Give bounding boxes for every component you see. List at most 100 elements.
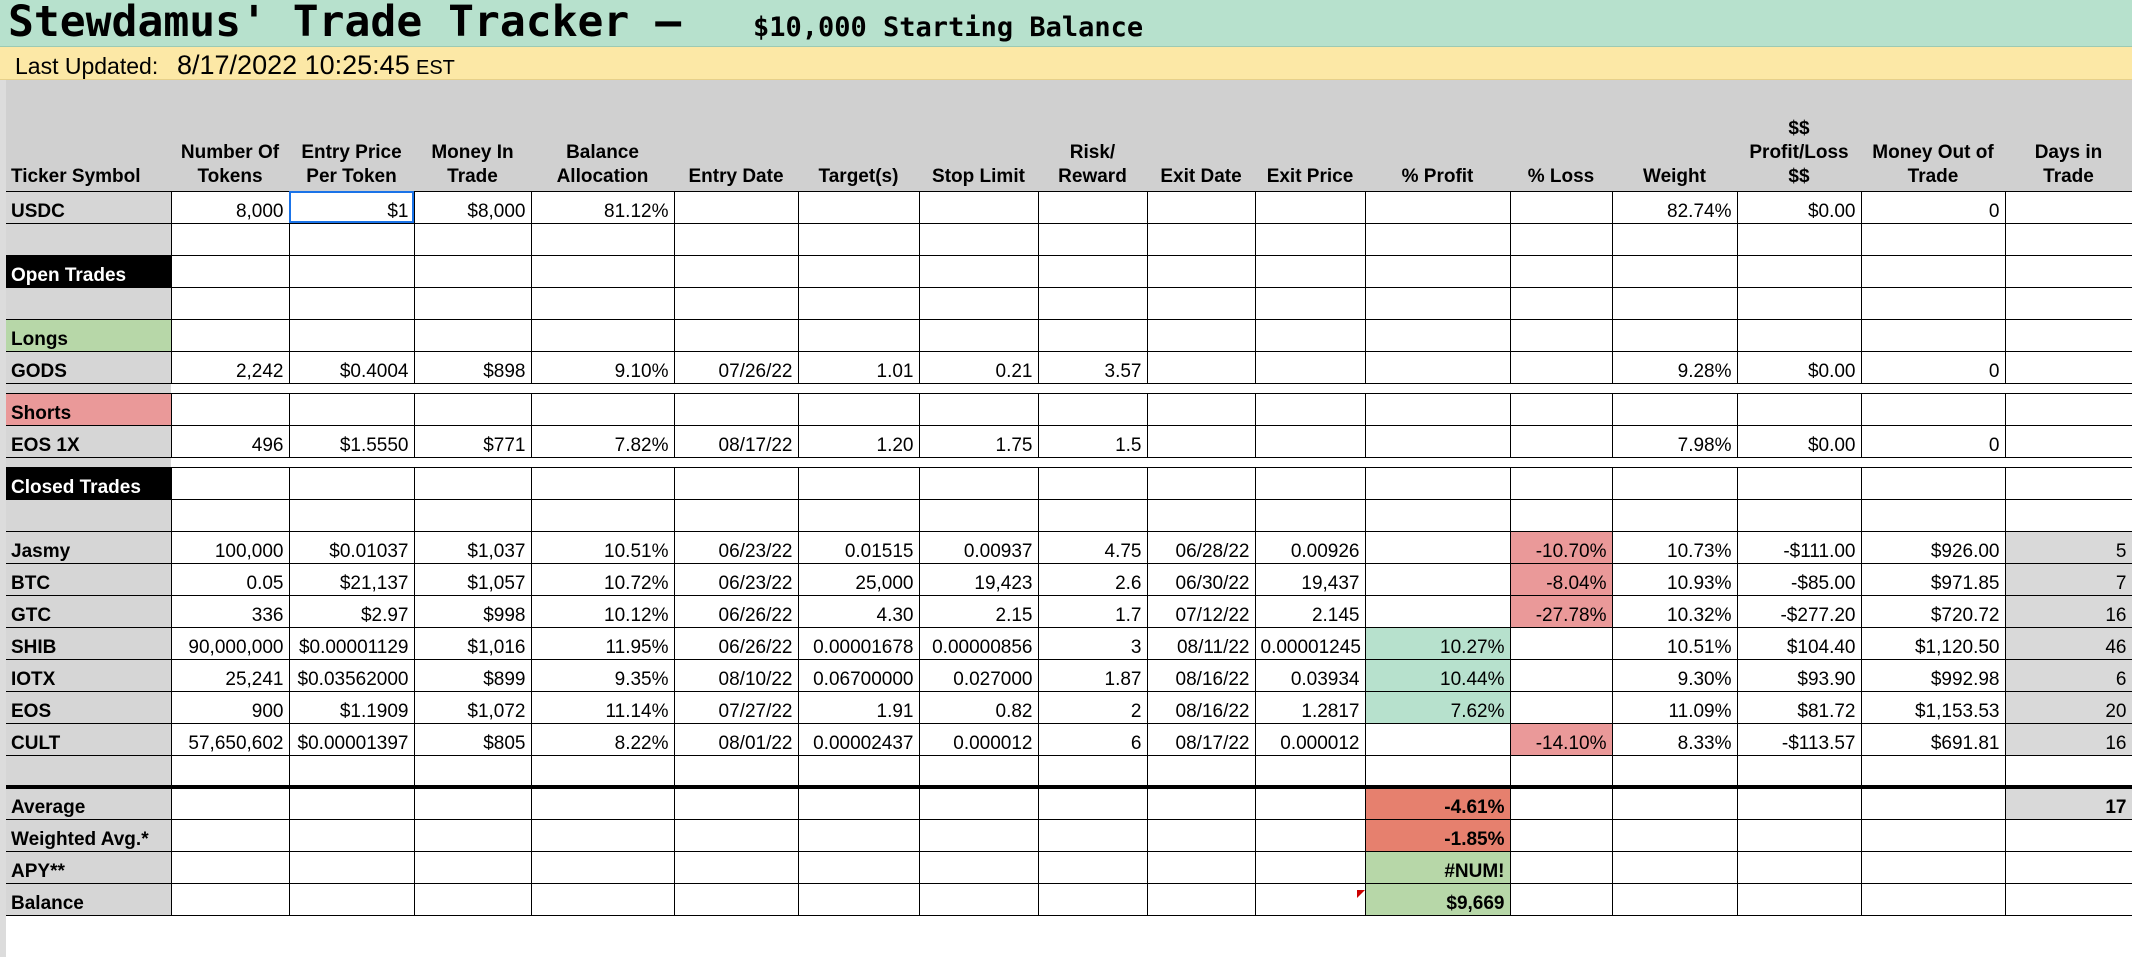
cell-selected[interactable]: $1 bbox=[288, 190, 415, 224]
balance-value[interactable]: $9,669 bbox=[1364, 882, 1511, 916]
cell[interactable] bbox=[1254, 754, 1366, 788]
cell[interactable]: 25,000 bbox=[797, 562, 920, 596]
cell[interactable] bbox=[2004, 850, 2132, 884]
cell[interactable] bbox=[2004, 350, 2132, 384]
cell[interactable] bbox=[673, 318, 799, 352]
cell[interactable] bbox=[673, 882, 799, 916]
cell[interactable] bbox=[6, 286, 172, 320]
weighted-avg-label[interactable]: Weighted Avg.* bbox=[6, 818, 172, 852]
cell[interactable] bbox=[1736, 392, 1862, 426]
cell[interactable]: 10.32% bbox=[1611, 594, 1738, 628]
cell[interactable] bbox=[288, 286, 415, 320]
cell[interactable]: $1,016 bbox=[413, 626, 532, 660]
cell[interactable] bbox=[288, 498, 415, 532]
cell[interactable]: 10.51% bbox=[1611, 626, 1738, 660]
cell[interactable] bbox=[1254, 392, 1366, 426]
cell[interactable]: $771 bbox=[413, 424, 532, 458]
cell[interactable] bbox=[1146, 286, 1256, 320]
cell[interactable]: 07/12/22 bbox=[1146, 594, 1256, 628]
section-open-trades[interactable]: Open Trades bbox=[6, 254, 172, 288]
cell[interactable]: 06/30/22 bbox=[1146, 562, 1256, 596]
header-stop-limit[interactable]: Stop Limit bbox=[919, 80, 1038, 191]
cell[interactable] bbox=[1146, 850, 1256, 884]
cell[interactable]: 0.21 bbox=[918, 350, 1039, 384]
section-shorts[interactable]: Shorts bbox=[6, 392, 172, 426]
cell[interactable] bbox=[530, 818, 675, 852]
cell[interactable] bbox=[1611, 850, 1738, 884]
cell[interactable]: 08/16/22 bbox=[1146, 690, 1256, 724]
cell[interactable]: 08/17/22 bbox=[1146, 722, 1256, 756]
cell[interactable]: 08/01/22 bbox=[673, 722, 799, 756]
cell[interactable] bbox=[2004, 882, 2132, 916]
cell[interactable] bbox=[1509, 254, 1613, 288]
cell[interactable]: $898 bbox=[413, 350, 532, 384]
cell[interactable]: EOS 1X bbox=[6, 424, 172, 458]
cell[interactable] bbox=[1860, 392, 2006, 426]
cell[interactable] bbox=[1146, 754, 1256, 788]
cell[interactable]: 16 bbox=[2004, 722, 2132, 756]
cell[interactable] bbox=[1146, 424, 1256, 458]
cell[interactable] bbox=[1146, 498, 1256, 532]
cell[interactable] bbox=[1509, 498, 1613, 532]
cell[interactable] bbox=[288, 754, 415, 788]
weighted-avg-value[interactable]: -1.85% bbox=[1364, 818, 1511, 852]
cell[interactable] bbox=[413, 318, 532, 352]
cell[interactable] bbox=[2004, 498, 2132, 532]
cell[interactable]: 2.145 bbox=[1254, 594, 1366, 628]
cell[interactable]: $1,153.53 bbox=[1860, 690, 2006, 724]
cell[interactable]: 0.00926 bbox=[1254, 530, 1366, 564]
cell[interactable] bbox=[797, 190, 920, 224]
cell[interactable]: 496 bbox=[170, 424, 290, 458]
cell[interactable] bbox=[1146, 350, 1256, 384]
cell[interactable]: GODS bbox=[6, 350, 172, 384]
cell[interactable] bbox=[673, 392, 799, 426]
cell[interactable] bbox=[288, 882, 415, 916]
cell[interactable]: 8.33% bbox=[1611, 722, 1738, 756]
header-ticker[interactable]: Ticker Symbol bbox=[6, 80, 171, 191]
cell[interactable] bbox=[1364, 392, 1511, 426]
cell[interactable]: $2.97 bbox=[288, 594, 415, 628]
cell[interactable] bbox=[1509, 754, 1613, 788]
cell[interactable] bbox=[1860, 785, 2006, 820]
cell[interactable] bbox=[1364, 424, 1511, 458]
cell[interactable] bbox=[170, 318, 290, 352]
cell[interactable] bbox=[170, 498, 290, 532]
cell[interactable] bbox=[1509, 850, 1613, 884]
balance-label[interactable]: Balance bbox=[6, 882, 172, 916]
cell[interactable] bbox=[170, 222, 290, 256]
cell[interactable] bbox=[1254, 222, 1366, 256]
cell[interactable] bbox=[530, 498, 675, 532]
cell[interactable] bbox=[1860, 254, 2006, 288]
cell[interactable]: CULT bbox=[6, 722, 172, 756]
cell[interactable] bbox=[797, 318, 920, 352]
cell[interactable] bbox=[530, 754, 675, 788]
cell[interactable]: 2.15 bbox=[918, 594, 1039, 628]
cell[interactable] bbox=[2004, 818, 2132, 852]
cell[interactable]: 2.6 bbox=[1037, 562, 1148, 596]
cell[interactable]: 20 bbox=[2004, 690, 2132, 724]
cell[interactable] bbox=[1736, 286, 1862, 320]
cell[interactable]: 1.87 bbox=[1037, 658, 1148, 692]
cell[interactable] bbox=[1860, 850, 2006, 884]
cell[interactable] bbox=[1509, 882, 1613, 916]
cell[interactable] bbox=[1037, 222, 1148, 256]
cell[interactable]: 2 bbox=[1037, 690, 1148, 724]
cell[interactable] bbox=[170, 254, 290, 288]
header-profit-loss[interactable]: $$ Profit/Loss $$ bbox=[1737, 80, 1861, 191]
cell[interactable] bbox=[1254, 286, 1366, 320]
cell[interactable] bbox=[2004, 318, 2132, 352]
cell[interactable] bbox=[797, 498, 920, 532]
cell[interactable] bbox=[918, 498, 1039, 532]
cell[interactable] bbox=[1611, 318, 1738, 352]
cell[interactable] bbox=[1509, 318, 1613, 352]
cell[interactable]: $720.72 bbox=[1860, 594, 2006, 628]
header-money-out[interactable]: Money Out of Trade bbox=[1861, 80, 2005, 191]
cell[interactable] bbox=[1860, 222, 2006, 256]
cell[interactable]: 25,241 bbox=[170, 658, 290, 692]
cell[interactable] bbox=[413, 254, 532, 288]
cell[interactable]: 10.44% bbox=[1364, 658, 1511, 692]
cell[interactable] bbox=[1037, 882, 1148, 916]
cell[interactable] bbox=[6, 222, 172, 256]
cell[interactable] bbox=[1611, 785, 1738, 820]
cell[interactable]: 1.75 bbox=[918, 424, 1039, 458]
